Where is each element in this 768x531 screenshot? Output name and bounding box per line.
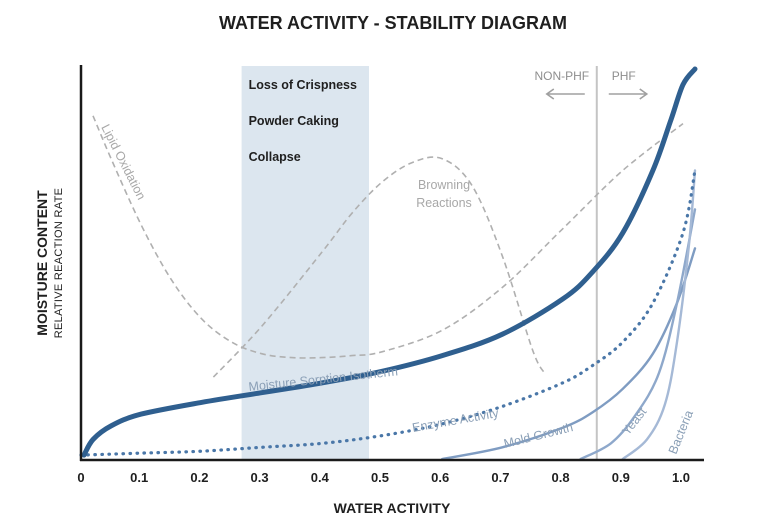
x-tick-label: 0.2 [190, 470, 208, 485]
curve-label-reactions: Reactions [416, 196, 472, 210]
curve-label-lipid-oxidation: Lipid Oxidation [98, 122, 148, 202]
phf-label: PHF [612, 69, 636, 83]
band-label-loss-of-crispness: Loss of Crispness [249, 78, 357, 92]
curve-label-yeast: Yeast [619, 405, 649, 438]
curve-label-bacteria: Bacteria [666, 408, 696, 456]
series-enzyme-activity-line [79, 168, 697, 457]
x-tick-label: 0.3 [251, 470, 269, 485]
non-phf-label: NON-PHF [534, 69, 589, 83]
series-yeast-line [579, 208, 697, 461]
phf-arrow-icon [608, 88, 649, 100]
x-tick-label: 0.7 [491, 470, 509, 485]
x-tick-label: 0.1 [130, 470, 148, 485]
x-tick-label: 0.8 [552, 470, 570, 485]
series-browning-reactions-line [212, 156, 546, 378]
x-tick-label: 0 [77, 470, 84, 485]
non-phf-arrow-icon [545, 88, 585, 100]
y-axis-title: MOISTURE CONTENT [34, 190, 50, 336]
x-tick-label: 0.4 [311, 470, 330, 485]
chart-title: WATER ACTIVITY - STABILITY DIAGRAM [219, 13, 567, 33]
series-moisture-sorption-isotherm-line [81, 66, 698, 458]
x-tick-label: 0.6 [431, 470, 449, 485]
x-tick-label: 0.9 [612, 470, 630, 485]
y-axis-subtitle: RELATIVE REACTION RATE [53, 188, 65, 338]
curve-label-mold-growth: Mold Growth [502, 420, 574, 451]
series-lipid-oxidation-line [92, 115, 684, 359]
band-label-powder-caking: Powder Caking [249, 114, 339, 128]
series-bacteria-line [621, 169, 697, 461]
curve-label-enzyme-activity: Enzyme Activity [411, 406, 500, 435]
x-tick-label: 0.5 [371, 470, 389, 485]
curve-label-browning: Browning [418, 178, 470, 192]
x-axis-title: WATER ACTIVITY [334, 500, 451, 516]
x-tick-label: 1.0 [672, 470, 690, 485]
band-label-collapse: Collapse [249, 150, 301, 164]
